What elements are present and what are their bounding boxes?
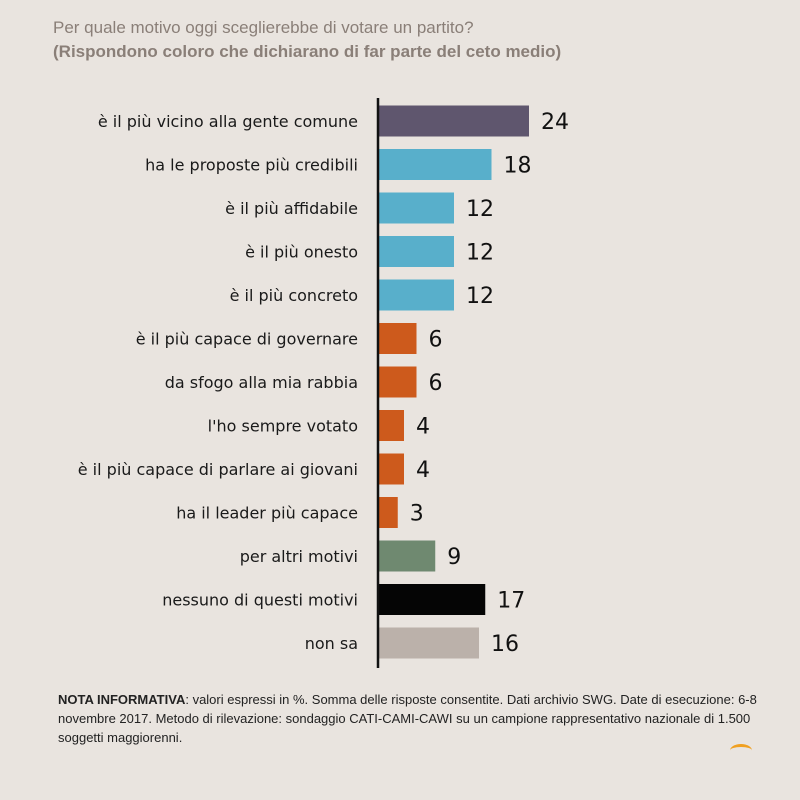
- category-label: è il più concreto: [230, 286, 358, 305]
- value-label: 4: [416, 458, 430, 483]
- bar: [379, 366, 417, 398]
- bar: [379, 192, 454, 224]
- value-label: 9: [447, 545, 461, 570]
- bar: [379, 497, 398, 528]
- logo-icon: [730, 744, 752, 757]
- bar: [379, 105, 529, 137]
- category-label: l'ho sempre votato: [208, 417, 358, 436]
- value-label: 12: [466, 241, 494, 266]
- bar: [379, 584, 486, 615]
- bar-chart: è il più vicino alla gente comune 24 ha le…: [78, 98, 569, 668]
- value-label: 3: [410, 502, 424, 527]
- value-label: 12: [466, 197, 494, 222]
- bar: [379, 410, 404, 441]
- category-label: è il più capace di parlare ai giovani: [78, 460, 358, 479]
- category-label: da sfogo alla mia rabbia: [165, 373, 358, 392]
- value-label: 6: [429, 328, 443, 353]
- category-label: è il più vicino alla gente comune: [98, 112, 358, 131]
- category-label: non sa: [305, 634, 358, 653]
- category-label: ha il leader più capace: [176, 504, 358, 523]
- chart-subtitle: (Rispondono coloro che dichiarano di far…: [53, 42, 562, 61]
- category-label: è il più onesto: [245, 243, 358, 262]
- category-label: per altri motivi: [240, 547, 358, 566]
- footnote: NOTA INFORMATIVA: valori espressi in %. …: [58, 690, 778, 747]
- bar: [379, 627, 479, 659]
- value-label: 24: [541, 110, 569, 135]
- footnote-label: NOTA INFORMATIVA: [58, 692, 186, 707]
- value-label: 4: [416, 415, 430, 440]
- value-label: 12: [466, 284, 494, 309]
- footnote-text: : valori espressi in %. Somma delle risp…: [58, 692, 757, 745]
- value-label: 17: [497, 589, 525, 614]
- bar: [379, 236, 454, 267]
- bar: [379, 540, 436, 572]
- bar: [379, 453, 404, 485]
- category-label: è il più capace di governare: [136, 330, 358, 349]
- value-label: 6: [429, 371, 443, 396]
- value-label: 16: [491, 632, 519, 657]
- value-label: 18: [504, 154, 532, 179]
- bar: [379, 323, 417, 354]
- category-label: ha le proposte più credibili: [145, 156, 358, 175]
- bar: [379, 279, 454, 311]
- category-label: è il più affidabile: [225, 199, 358, 218]
- bar: [379, 149, 492, 180]
- chart-title: Per quale motivo oggi sceglierebbe di vo…: [53, 18, 474, 37]
- category-label: nessuno di questi motivi: [162, 591, 358, 610]
- bars-group: è il più vicino alla gente comune 24 ha le…: [78, 105, 569, 659]
